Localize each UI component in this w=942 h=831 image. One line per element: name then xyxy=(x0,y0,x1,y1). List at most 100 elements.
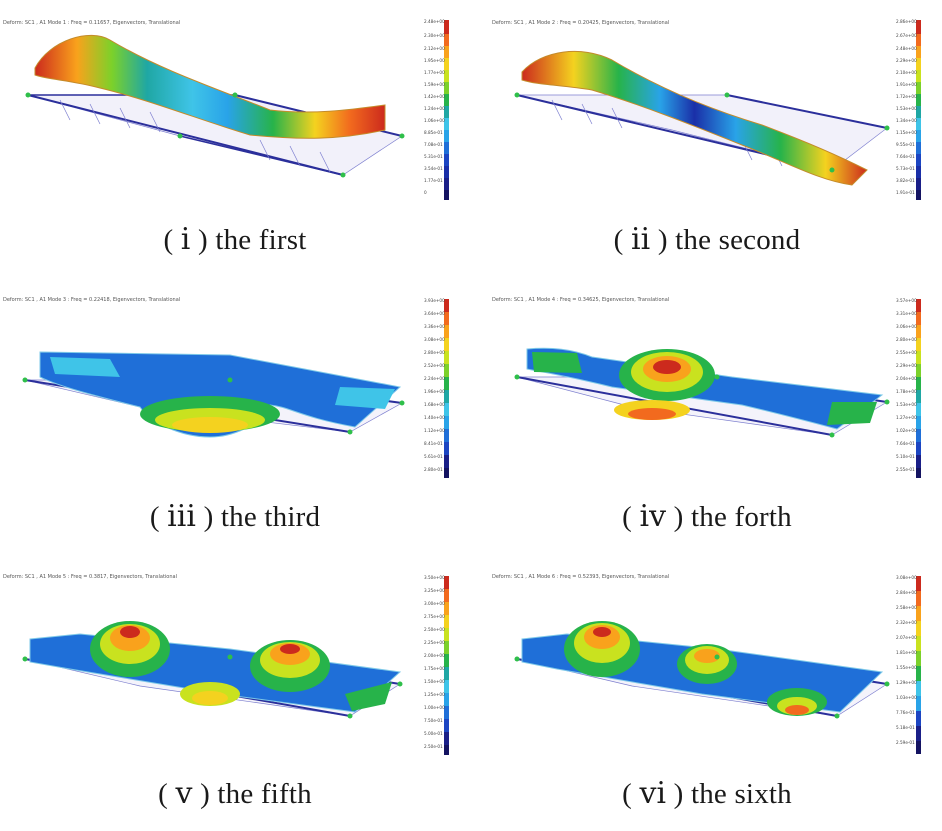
figure-caption: ( ⅱ ) the second xyxy=(613,222,801,257)
svg-text:5.18e-01: 5.18e-01 xyxy=(896,725,915,730)
svg-text:1.40e+00: 1.40e+00 xyxy=(424,415,445,420)
mode-shape-plot: Deform: SC1 , A1 Mode 5 : Freq = 0.3817,… xyxy=(0,554,470,764)
figure-panel-mode-5: Deform: SC1 , A1 Mode 5 : Freq = 0.3817,… xyxy=(0,554,470,831)
svg-text:1.02e+00: 1.02e+00 xyxy=(896,428,917,433)
svg-text:2.80e-01: 2.80e-01 xyxy=(424,467,443,472)
deformed-surface xyxy=(34,34,386,139)
svg-text:2.29e+00: 2.29e+00 xyxy=(896,58,917,63)
plot-header: Deform: SC1 , A1 Mode 3 : Freq = 0.22418… xyxy=(3,297,180,303)
svg-text:7.64e-01: 7.64e-01 xyxy=(896,154,915,159)
svg-text:3.31e+00: 3.31e+00 xyxy=(896,311,917,316)
colorbar-labels: 3.57e+00 3.31e+00 3.06e+00 2.80e+00 2.55… xyxy=(896,298,917,472)
svg-text:2.32e+00: 2.32e+00 xyxy=(896,620,917,625)
svg-text:5.61e-01: 5.61e-01 xyxy=(424,454,443,459)
svg-text:3.50e+00: 3.50e+00 xyxy=(424,575,445,580)
svg-text:2.52e+00: 2.52e+00 xyxy=(424,363,445,368)
mode-shape-plot: Deform: SC1 , A1 Mode 6 : Freq = 0.52393… xyxy=(472,554,942,764)
colorbar xyxy=(444,299,449,478)
caption-text: the first xyxy=(215,224,307,256)
caption-text: the forth xyxy=(690,501,792,533)
svg-text:2.55e+00: 2.55e+00 xyxy=(896,350,917,355)
svg-text:1.53e+00: 1.53e+00 xyxy=(896,402,917,407)
caption-roman-numeral: ⅱ xyxy=(630,222,651,257)
svg-text:1.91e+00: 1.91e+00 xyxy=(896,82,917,87)
svg-text:2.67e+00: 2.67e+00 xyxy=(896,33,917,38)
figure-caption: ( ⅵ ) the sixth xyxy=(622,776,792,811)
svg-text:1.81e+00: 1.81e+00 xyxy=(896,650,917,655)
svg-text:1.95e+00: 1.95e+00 xyxy=(424,58,445,63)
svg-text:9.55e-01: 9.55e-01 xyxy=(896,142,915,147)
figure-caption: ( ⅳ ) the forth xyxy=(622,499,792,534)
svg-text:5.73e-01: 5.73e-01 xyxy=(896,166,915,171)
support-nodes xyxy=(22,377,405,435)
svg-text:1.78e+00: 1.78e+00 xyxy=(896,389,917,394)
svg-text:5.00e-01: 5.00e-01 xyxy=(424,731,443,736)
colorbar xyxy=(916,576,921,754)
svg-text:2.04e+00: 2.04e+00 xyxy=(896,376,917,381)
plot-header: Deform: SC1 , A1 Mode 1 : Freq = 0.11657… xyxy=(3,20,180,26)
svg-text:2.12e+00: 2.12e+00 xyxy=(424,46,445,51)
colorbar-labels: 2.86e+00 2.67e+00 2.48e+00 2.29e+00 2.10… xyxy=(896,19,917,195)
support-nodes xyxy=(514,654,890,719)
svg-text:2.50e+00: 2.50e+00 xyxy=(424,627,445,632)
svg-text:3.25e+00: 3.25e+00 xyxy=(424,588,445,593)
mode-shape-plot: Deform: SC1 , A1 Mode 2 : Freq = 0.20425… xyxy=(472,0,942,210)
svg-text:1.75e+00: 1.75e+00 xyxy=(424,666,445,671)
svg-text:2.59e-01: 2.59e-01 xyxy=(896,740,915,745)
svg-text:1.03e+00: 1.03e+00 xyxy=(896,695,917,700)
figure-panel-mode-4: Deform: SC1 , A1 Mode 4 : Freq = 0.34625… xyxy=(472,277,942,554)
mode-shape-plot: Deform: SC1 , A1 Mode 4 : Freq = 0.34625… xyxy=(472,277,942,487)
svg-text:3.93e+00: 3.93e+00 xyxy=(424,298,445,303)
svg-text:1.50e+00: 1.50e+00 xyxy=(424,679,445,684)
svg-text:3.00e+00: 3.00e+00 xyxy=(424,601,445,606)
figure-panel-mode-2: Deform: SC1 , A1 Mode 2 : Freq = 0.20425… xyxy=(472,0,942,277)
caption-roman-numeral: ⅳ xyxy=(639,499,667,534)
svg-text:0: 0 xyxy=(424,190,427,195)
svg-text:2.50e-01: 2.50e-01 xyxy=(424,744,443,749)
svg-text:1.00e+00: 1.00e+00 xyxy=(424,705,445,710)
svg-text:1.25e+00: 1.25e+00 xyxy=(424,692,445,697)
svg-text:2.10e+00: 2.10e+00 xyxy=(896,70,917,75)
plot-header: Deform: SC1 , A1 Mode 6 : Freq = 0.52393… xyxy=(492,574,669,580)
deformed-surface xyxy=(39,351,402,438)
colorbar xyxy=(916,20,921,200)
support-nodes xyxy=(514,374,890,438)
svg-text:2.24e+00: 2.24e+00 xyxy=(424,376,445,381)
svg-text:2.84e+00: 2.84e+00 xyxy=(896,590,917,595)
svg-text:7.76e-01: 7.76e-01 xyxy=(896,710,915,715)
svg-text:5.10e-01: 5.10e-01 xyxy=(896,454,915,459)
svg-text:1.42e+00: 1.42e+00 xyxy=(424,94,445,99)
caption-roman-numeral: ⅰ xyxy=(180,222,191,257)
svg-text:2.07e+00: 2.07e+00 xyxy=(896,635,917,640)
svg-text:2.86e+00: 2.86e+00 xyxy=(896,19,917,24)
svg-text:1.55e+00: 1.55e+00 xyxy=(896,665,917,670)
mode-shape-plot: Deform: SC1 , A1 Mode 3 : Freq = 0.22418… xyxy=(0,277,470,487)
figure-caption: ( ⅲ ) the third xyxy=(149,499,321,534)
svg-text:1.59e+00: 1.59e+00 xyxy=(424,82,445,87)
svg-text:1.29e+00: 1.29e+00 xyxy=(896,680,917,685)
caption-roman-numeral: ⅲ xyxy=(167,499,197,534)
svg-text:1.77e+00: 1.77e+00 xyxy=(424,70,445,75)
svg-text:3.54e-01: 3.54e-01 xyxy=(424,166,443,171)
svg-text:1.53e+00: 1.53e+00 xyxy=(896,106,917,111)
svg-text:1.27e+00: 1.27e+00 xyxy=(896,415,917,420)
caption-text: the second xyxy=(675,224,801,256)
svg-text:2.25e+00: 2.25e+00 xyxy=(424,640,445,645)
svg-text:3.06e+00: 3.06e+00 xyxy=(896,324,917,329)
svg-text:3.08e+00: 3.08e+00 xyxy=(424,337,445,342)
figure-panel-mode-1: Deform: SC1 , A1 Mode 1 : Freq = 0.11657… xyxy=(0,0,470,277)
colorbar xyxy=(916,299,921,478)
colorbar-labels: 3.93e+00 3.64e+00 3.36e+00 3.08e+00 2.80… xyxy=(424,298,445,472)
svg-text:2.55e-01: 2.55e-01 xyxy=(896,467,915,472)
svg-text:1.96e+00: 1.96e+00 xyxy=(424,389,445,394)
svg-text:1.91e-01: 1.91e-01 xyxy=(896,190,915,195)
svg-text:2.80e+00: 2.80e+00 xyxy=(896,337,917,342)
figure-panel-mode-3: Deform: SC1 , A1 Mode 3 : Freq = 0.22418… xyxy=(0,277,470,554)
caption-text: the sixth xyxy=(690,778,792,810)
svg-text:1.15e+00: 1.15e+00 xyxy=(896,130,917,135)
colorbar xyxy=(444,20,449,200)
svg-text:7.64e-01: 7.64e-01 xyxy=(896,441,915,446)
caption-roman-numeral: ⅵ xyxy=(639,776,667,811)
support-nodes xyxy=(22,654,403,719)
svg-text:1.12e+00: 1.12e+00 xyxy=(424,428,445,433)
